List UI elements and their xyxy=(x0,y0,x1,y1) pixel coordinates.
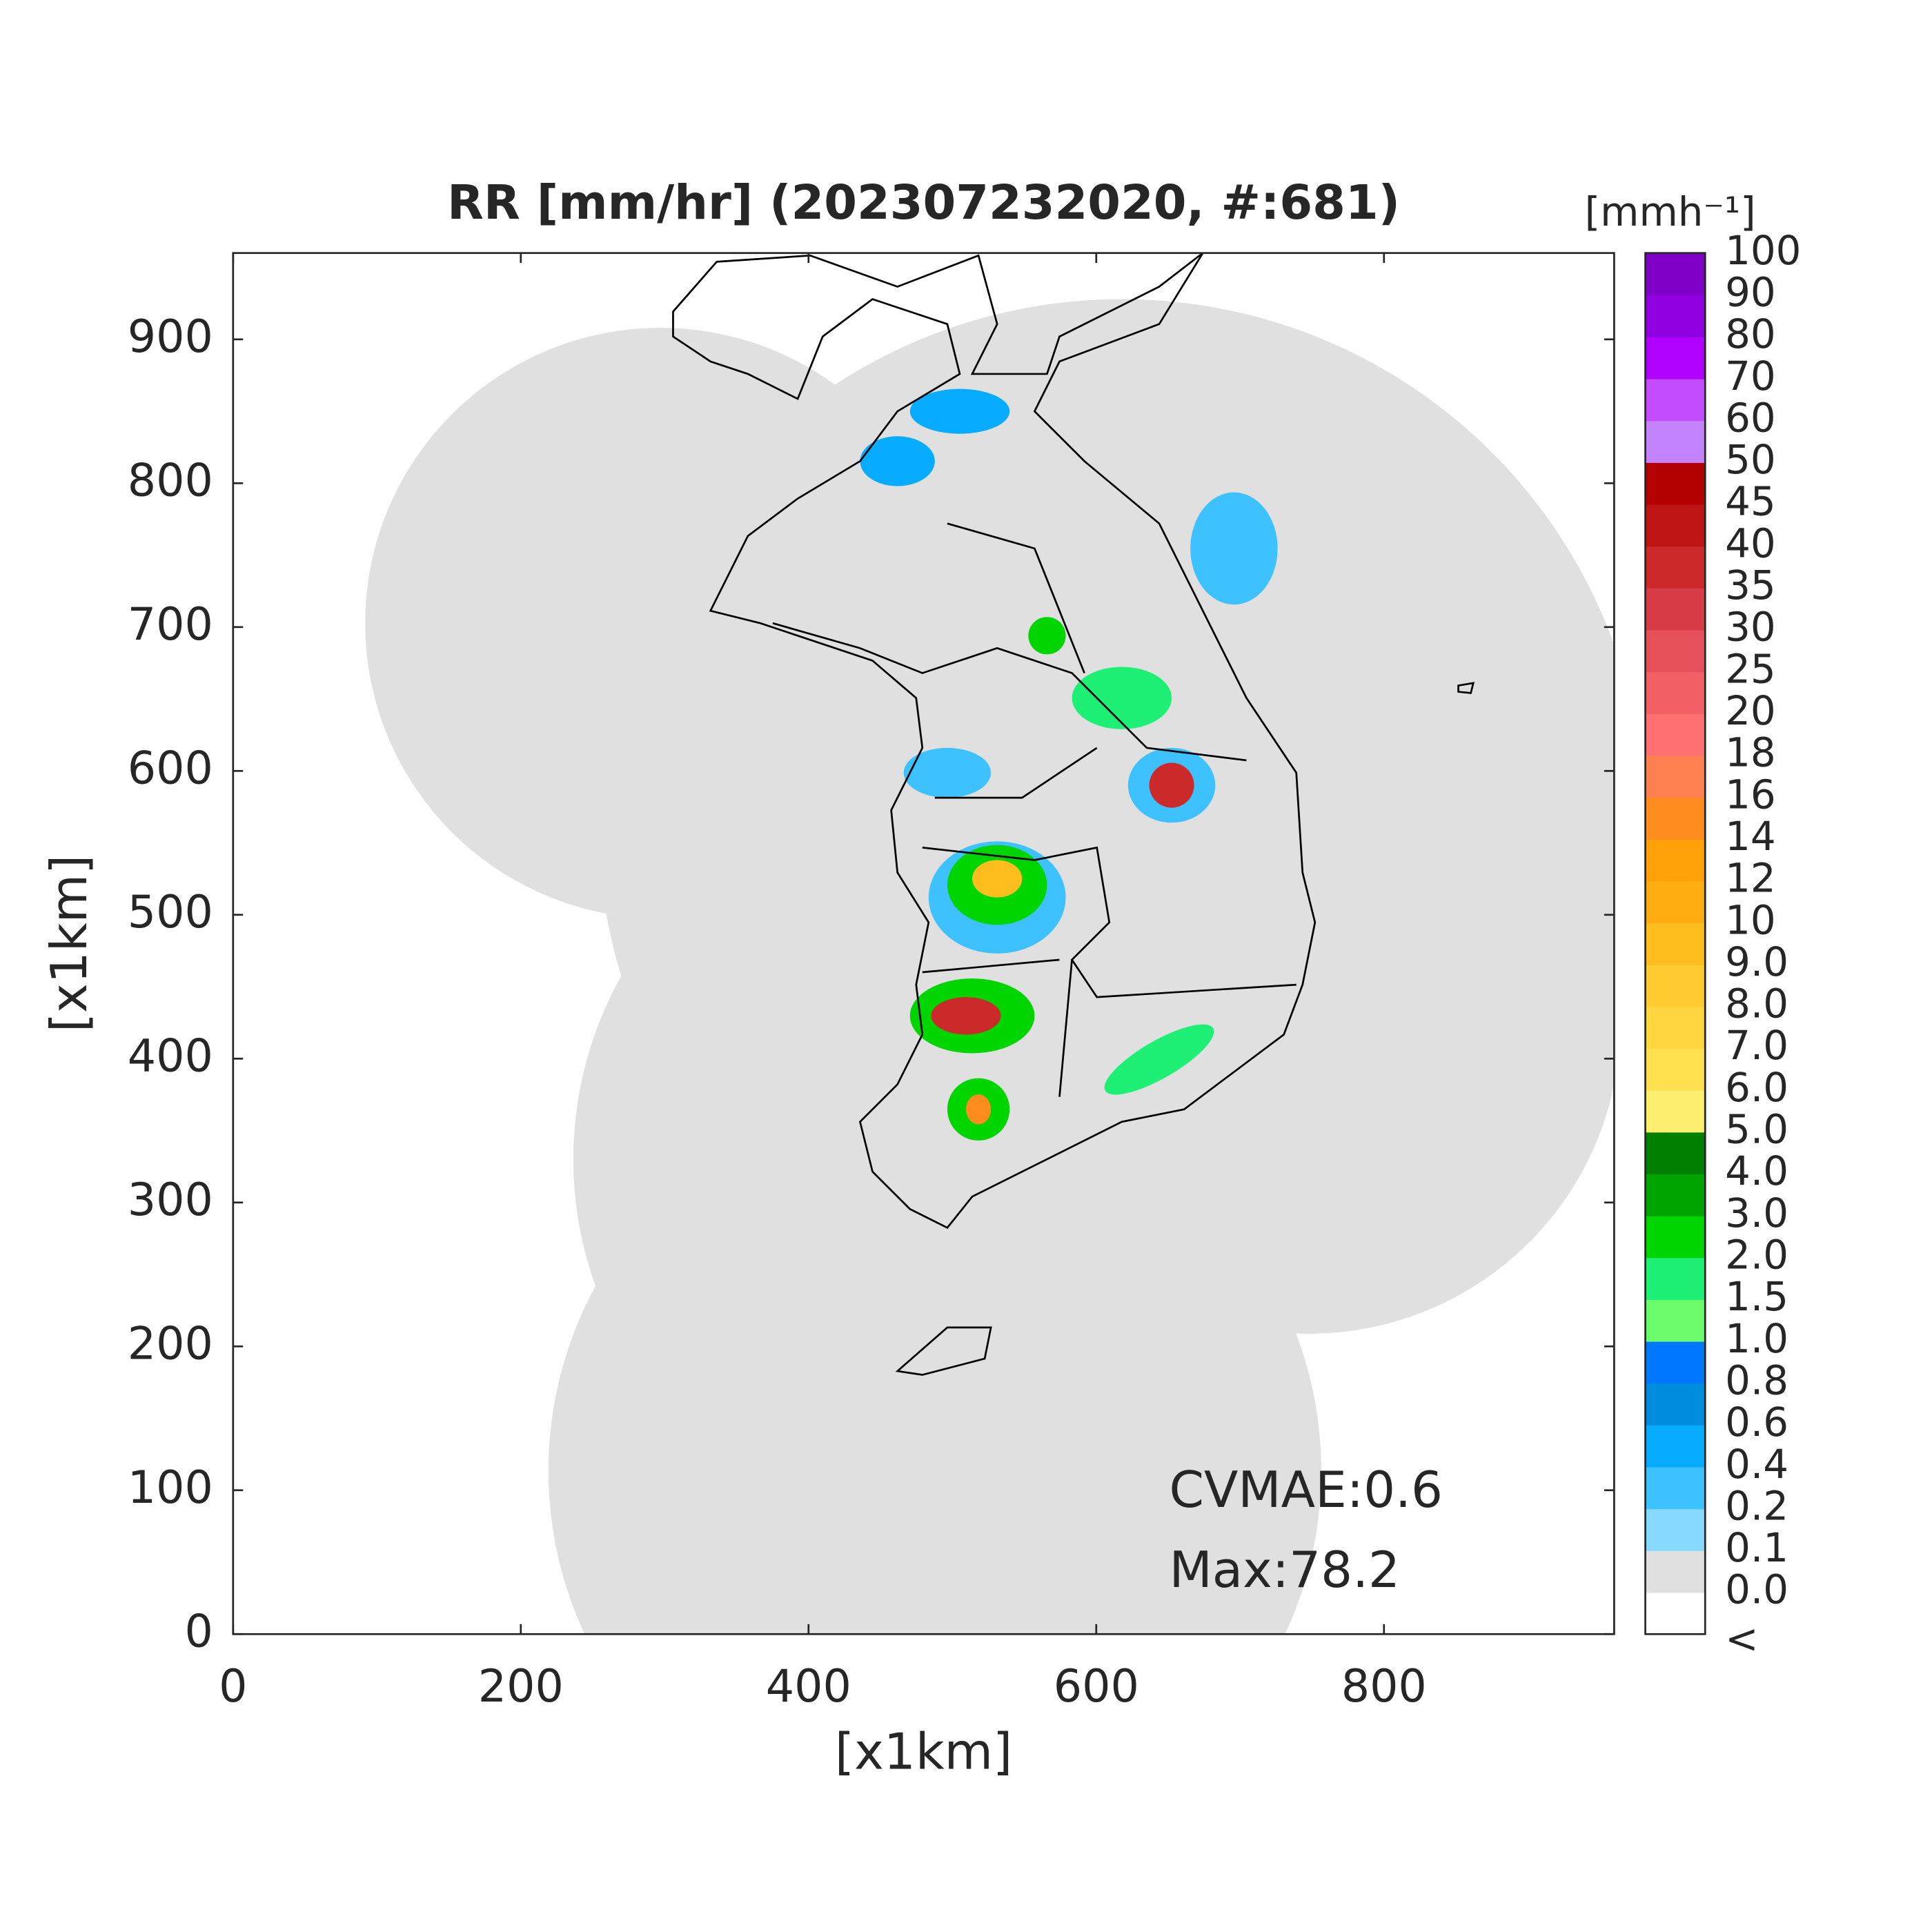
colorbar-label: 70 xyxy=(1725,353,1776,400)
colorbar-title: [mmh⁻¹] xyxy=(1585,188,1756,235)
x-tick-label: 800 xyxy=(1341,1661,1427,1713)
colorbar-segment xyxy=(1645,1592,1706,1635)
y-tick-label: 400 xyxy=(128,1030,213,1082)
colorbar-segment xyxy=(1645,587,1706,631)
axes-layer: 0 200 400 600 800 0 100 200 300 400 500 600 700 800 90… xyxy=(128,227,1802,1713)
colorbar-label: 18 xyxy=(1725,729,1776,776)
colorbar-segment xyxy=(1645,797,1706,840)
colorbar-label: 40 xyxy=(1725,520,1776,566)
colorbar-label: 45 xyxy=(1725,478,1776,525)
colorbar-segment xyxy=(1645,880,1706,924)
y-tick-label: 700 xyxy=(128,599,213,651)
colorbar-segment xyxy=(1645,420,1706,463)
colorbar-label: 20 xyxy=(1725,687,1776,734)
colorbar-segment xyxy=(1645,1174,1706,1216)
colorbar-label: 2.0 xyxy=(1725,1231,1788,1278)
colorbar-label: 35 xyxy=(1725,562,1776,609)
colorbar-label: 16 xyxy=(1725,771,1776,818)
colorbar-segment xyxy=(1645,1424,1706,1468)
colorbar-label: 90 xyxy=(1725,268,1776,315)
colorbar-segment xyxy=(1645,1048,1706,1091)
colorbar-label: < xyxy=(1725,1615,1758,1662)
colorbar-segment xyxy=(1645,755,1706,798)
colorbar-segment xyxy=(1645,295,1706,337)
coastline xyxy=(672,253,1475,1376)
colorbar-label: 0.6 xyxy=(1725,1399,1788,1446)
colorbar-label: 0.4 xyxy=(1725,1441,1788,1488)
colorbar-frame xyxy=(1644,252,1706,1635)
x-axis-label: [x1km] xyxy=(835,1723,1012,1781)
colorbar-segment xyxy=(1645,462,1706,505)
y-tick-label: 500 xyxy=(128,887,213,938)
colorbar-segment xyxy=(1645,923,1706,965)
colorbar-label: 10 xyxy=(1725,896,1776,943)
colorbar-label: 8.0 xyxy=(1725,980,1788,1027)
colorbar-label: 12 xyxy=(1725,855,1776,902)
annotation: Max:78.2 xyxy=(1169,1541,1400,1599)
colorbar-segment xyxy=(1645,1006,1706,1049)
y-axis-label: [x1km] xyxy=(41,855,99,1032)
colorbar-segment xyxy=(1645,671,1706,714)
colorbar-label: 0.1 xyxy=(1725,1524,1788,1571)
colorbar-label: 25 xyxy=(1725,645,1776,692)
colorbar-label: 3.0 xyxy=(1725,1190,1788,1236)
y-tick-label: 900 xyxy=(128,311,213,363)
colorbar-label: 7.0 xyxy=(1725,1022,1788,1069)
x-tick-label: 0 xyxy=(219,1661,247,1713)
axes-box xyxy=(232,252,1615,1635)
colorbar-segment xyxy=(1645,1132,1706,1174)
x-tick-label: 600 xyxy=(1054,1661,1139,1713)
colorbar-segment xyxy=(1645,1341,1706,1384)
y-tick-label: 0 xyxy=(185,1606,213,1657)
x-tick-label: 400 xyxy=(766,1661,851,1713)
colorbar-label: 5.0 xyxy=(1725,1106,1788,1153)
colorbar-segment xyxy=(1645,546,1706,589)
colorbar-label: 30 xyxy=(1725,604,1776,651)
colorbar-segment xyxy=(1645,1215,1706,1259)
colorbar-label: 80 xyxy=(1725,310,1776,357)
colorbar-label: 1.0 xyxy=(1725,1315,1788,1362)
colorbar-segment xyxy=(1645,337,1706,379)
colorbar-label: 14 xyxy=(1725,813,1776,860)
colorbar-segment xyxy=(1645,838,1706,882)
y-tick-label: 100 xyxy=(128,1462,213,1514)
colorbar-label: 100 xyxy=(1725,227,1801,274)
y-tick-label: 600 xyxy=(128,742,213,794)
colorbar-segment xyxy=(1645,504,1706,547)
colorbar-label: 0.0 xyxy=(1725,1566,1788,1613)
colorbar-segment xyxy=(1645,964,1706,1007)
colorbar-segment xyxy=(1645,1257,1706,1300)
y-tick-label: 800 xyxy=(128,455,213,506)
colorbar-segment xyxy=(1645,1299,1706,1342)
colorbar-segment xyxy=(1645,713,1706,756)
colorbar-label: 60 xyxy=(1725,394,1776,441)
colorbar-label: 4.0 xyxy=(1725,1147,1788,1194)
colorbar-segment xyxy=(1645,1508,1706,1551)
colorbar-segment xyxy=(1645,378,1706,422)
colorbar-segment xyxy=(1645,253,1706,296)
x-tick-label: 200 xyxy=(478,1661,564,1713)
colorbar-label: 6.0 xyxy=(1725,1064,1788,1111)
colorbar-segment xyxy=(1645,629,1706,673)
radar-coverage xyxy=(365,299,1615,1635)
chart-title: RR [mm/hr] (202307232020, #:681) xyxy=(447,175,1400,230)
colorbar-label: 0.2 xyxy=(1725,1482,1788,1529)
y-tick-label: 200 xyxy=(128,1318,213,1370)
rain-echoes xyxy=(860,388,1278,1141)
colorbar-label: 0.8 xyxy=(1725,1357,1788,1403)
colorbar-label: 1.5 xyxy=(1725,1273,1788,1320)
y-tick-label: 300 xyxy=(128,1174,213,1226)
annotation: CVMAE:0.6 xyxy=(1169,1461,1443,1519)
colorbar-segment xyxy=(1645,1466,1706,1510)
colorbar-segment xyxy=(1645,1383,1706,1426)
colorbar-segment xyxy=(1645,1550,1706,1593)
colorbar-segment xyxy=(1645,1090,1706,1133)
colorbar-label: 9.0 xyxy=(1725,938,1788,985)
colorbar-label: 50 xyxy=(1725,436,1776,483)
